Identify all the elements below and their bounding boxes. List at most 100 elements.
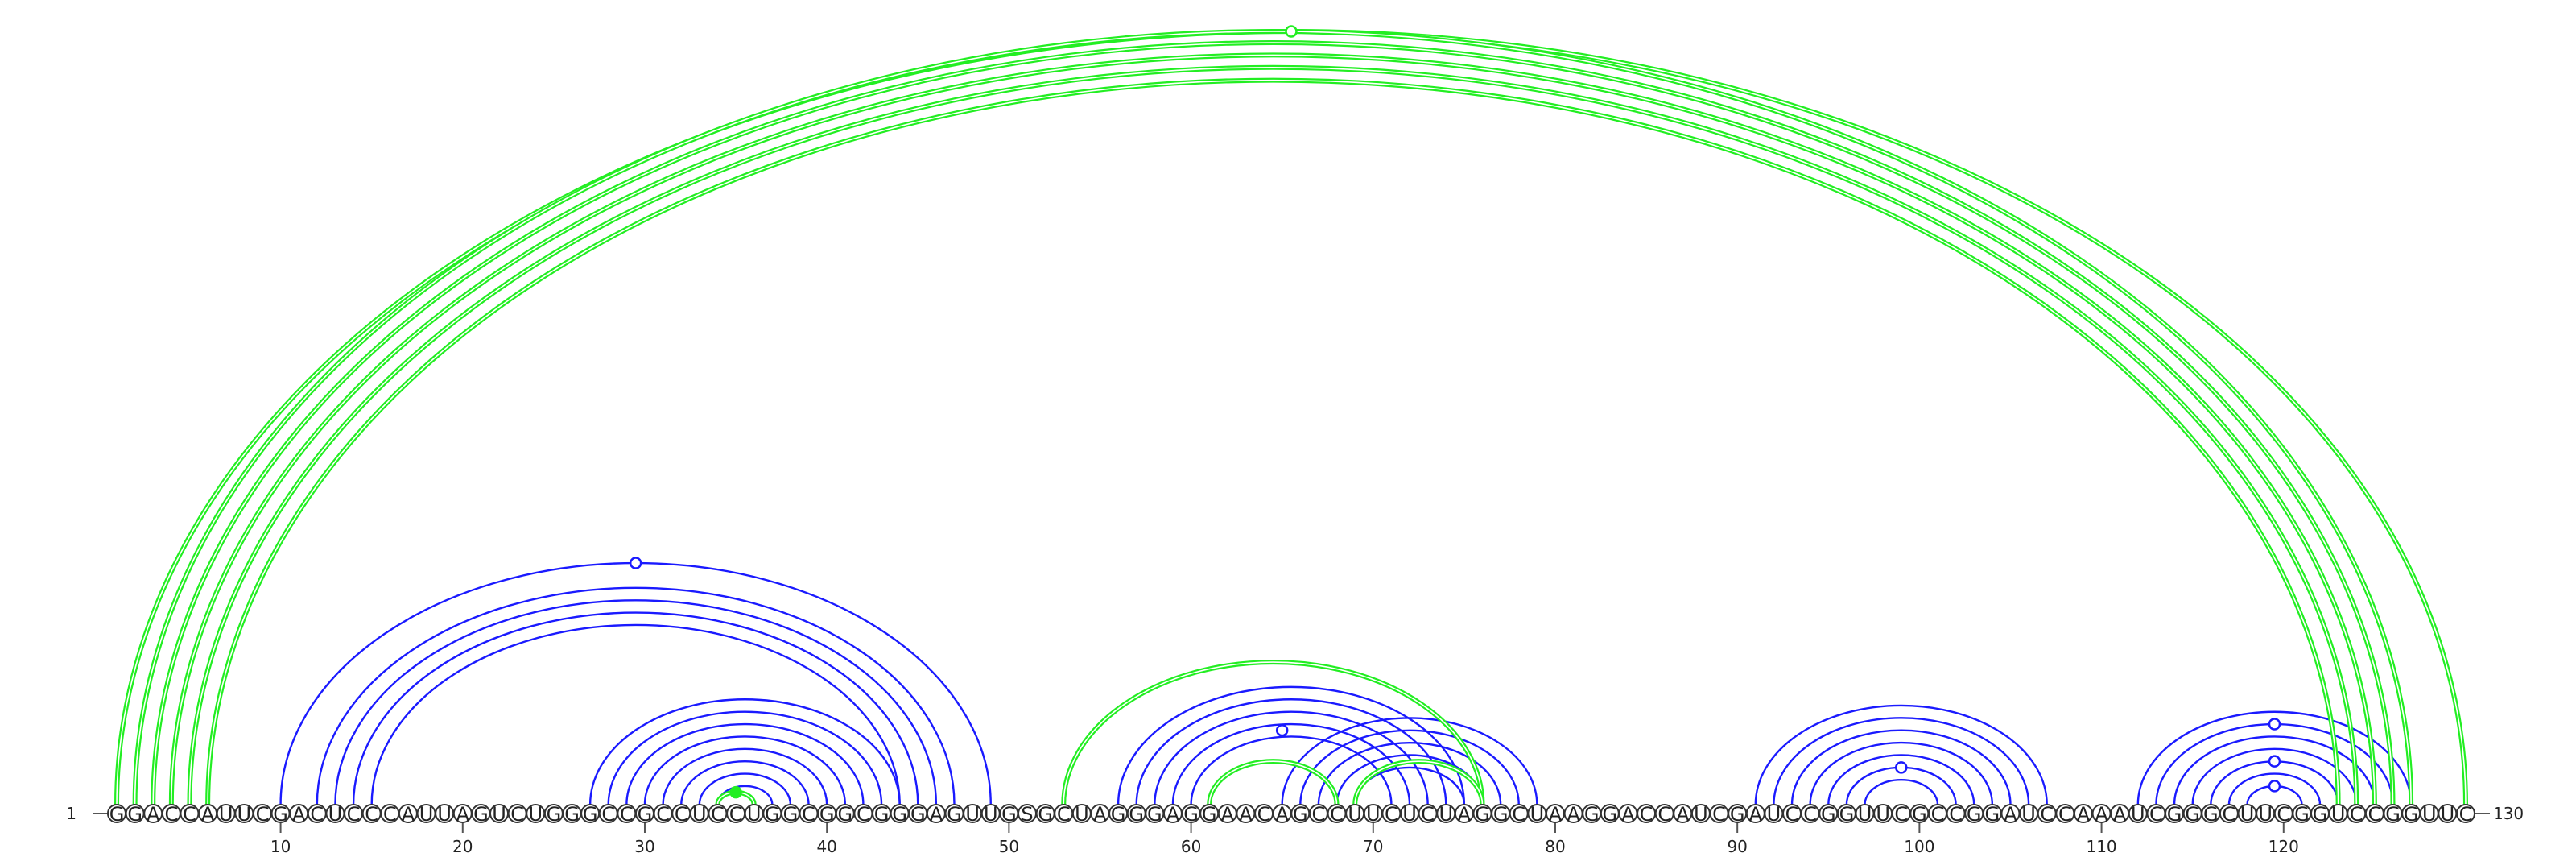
- nucleotide-60: G: [1181, 803, 1201, 826]
- nucleotide-109: A: [2073, 803, 2093, 826]
- nucleotide-letter-29: C: [620, 803, 634, 826]
- nucleotide-90: G: [1728, 803, 1748, 826]
- nucleotide-letter-105: A: [2004, 803, 2017, 826]
- nucleotide-letter-31: C: [656, 803, 670, 826]
- tick-label-60: 60: [1181, 837, 1201, 856]
- nucleotide-77: G: [1491, 803, 1511, 826]
- nucleotide-letter-69: U: [1348, 803, 1362, 826]
- nucleotide-letter-74: U: [1439, 803, 1453, 826]
- nucleotide-65: A: [1272, 803, 1292, 826]
- arc-gap-green-69-76: [1354, 760, 1484, 805]
- nucleotide-78: C: [1509, 803, 1529, 826]
- nucleotide-4: C: [161, 803, 181, 826]
- nucleotide-111: A: [2110, 803, 2130, 826]
- nucleotide-88: U: [1690, 803, 1711, 826]
- nucleotide-letter-84: A: [1621, 803, 1635, 826]
- nucleotide-letter-70: U: [1366, 803, 1381, 826]
- marker-blue-116-123: [2268, 755, 2281, 768]
- nucleotide-108: C: [2055, 803, 2075, 826]
- nucleotide-letter-102: C: [1949, 803, 1963, 826]
- tick-label-20: 20: [452, 837, 473, 856]
- nucleotide-29: C: [617, 803, 637, 826]
- nucleotide-letter-71: C: [1385, 803, 1398, 826]
- nucleotide-51: S: [1018, 803, 1037, 826]
- nucleotide-124: C: [2347, 803, 2367, 826]
- nucleotide-23: C: [507, 803, 527, 826]
- nucleotide-27: G: [580, 803, 601, 826]
- nucleotide-84: A: [1618, 803, 1638, 826]
- nucleotide-86: C: [1654, 803, 1674, 826]
- nucleotide-38: G: [780, 803, 800, 826]
- nucleotide-letter-30: G: [638, 803, 653, 826]
- nucleotide-116: G: [2201, 803, 2221, 826]
- arc-gap-green-2-127: [134, 31, 2412, 805]
- nucleotide-92: U: [1764, 803, 1784, 826]
- nucleotide-46: A: [926, 803, 946, 826]
- nucleotide-26: G: [562, 803, 582, 826]
- nucleotide-9: C: [252, 803, 272, 826]
- nucleotide-43: G: [872, 803, 892, 826]
- nucleotide-76: G: [1472, 803, 1492, 826]
- nucleotide-71: C: [1381, 803, 1402, 826]
- nucleotide-letter-91: A: [1749, 803, 1763, 826]
- nucleotide-letter-108: C: [2058, 803, 2072, 826]
- end-label: 130: [2493, 804, 2524, 823]
- nucleotide-121: G: [2292, 803, 2312, 826]
- nucleotide-letter-120: C: [2277, 803, 2290, 826]
- nucleotide-letter-128: U: [2422, 803, 2437, 826]
- arc-gap-green-1-130: [116, 31, 2467, 805]
- nucleotide-18: U: [416, 803, 436, 826]
- nucleotide-letter-65: A: [1275, 803, 1289, 826]
- nucleotide-letter-118: U: [2240, 803, 2255, 826]
- nucleotide-130: C: [2455, 803, 2475, 826]
- nucleotide-letter-111: A: [2113, 803, 2127, 826]
- nucleotide-letter-20: A: [456, 803, 470, 826]
- nucleotide-35: C: [726, 803, 746, 826]
- nucleotide-69: U: [1345, 803, 1365, 826]
- nucleotide-68: C: [1327, 803, 1347, 826]
- nucleotide-103: G: [1964, 803, 1984, 826]
- nucleotide-letter-41: G: [837, 803, 852, 826]
- nucleotide-letter-63: A: [1239, 803, 1253, 826]
- nucleotide-letter-43: G: [874, 803, 890, 826]
- nucleotide-87: A: [1673, 803, 1693, 826]
- nucleotide-83: G: [1600, 803, 1620, 826]
- nucleotide-1: G: [107, 803, 126, 826]
- nucleotide-25: G: [543, 803, 564, 826]
- nucleotide-20: A: [452, 803, 473, 826]
- arc-blue-15-44: [370, 623, 901, 805]
- arc-blue-94-104: [1809, 741, 1994, 805]
- marker-green-34-36: [729, 785, 742, 799]
- tick-label-70: 70: [1363, 837, 1383, 856]
- marker-blue-59-71: [1275, 723, 1289, 737]
- nucleotide-19: U: [435, 803, 455, 826]
- nucleotide-56: G: [1108, 803, 1129, 826]
- arc-gap-green-3-126: [152, 42, 2394, 805]
- nucleotide-58: G: [1145, 803, 1165, 826]
- arc-blue-60-71: [1190, 735, 1393, 805]
- tick-label-80: 80: [1545, 837, 1565, 856]
- arc-blue-117-122: [2227, 772, 2322, 805]
- nucleotide-letter-90: G: [1730, 803, 1745, 826]
- nucleotide-105: A: [2000, 803, 2021, 826]
- nucleotide-letter-44: G: [892, 803, 907, 826]
- nucleotide-3: A: [143, 803, 163, 826]
- sequence-axis: 1 130: [66, 804, 2524, 823]
- nucleotide-letter-13: U: [328, 803, 343, 826]
- arc-blue-92-106: [1773, 717, 2030, 805]
- arc-blue-112-127: [2136, 710, 2413, 805]
- nucleotide-49: U: [980, 803, 1001, 826]
- nucleotide-93: C: [1782, 803, 1802, 826]
- nucleotide-letter-36: U: [747, 803, 762, 826]
- arc-green-2-127: [132, 29, 2414, 805]
- nucleotide-letter-37: G: [765, 803, 780, 826]
- nucleotide-letter-64: C: [1257, 803, 1271, 826]
- tick-label-90: 90: [1727, 837, 1747, 856]
- nucleotide-letter-117: C: [2223, 803, 2236, 826]
- arc-blue-115-124: [2191, 747, 2358, 805]
- nucleotide-letter-46: A: [930, 803, 943, 826]
- nucleotide-letter-5: C: [183, 803, 196, 826]
- nucleotide-7: U: [216, 803, 236, 826]
- nucleotide-letter-33: U: [692, 803, 707, 826]
